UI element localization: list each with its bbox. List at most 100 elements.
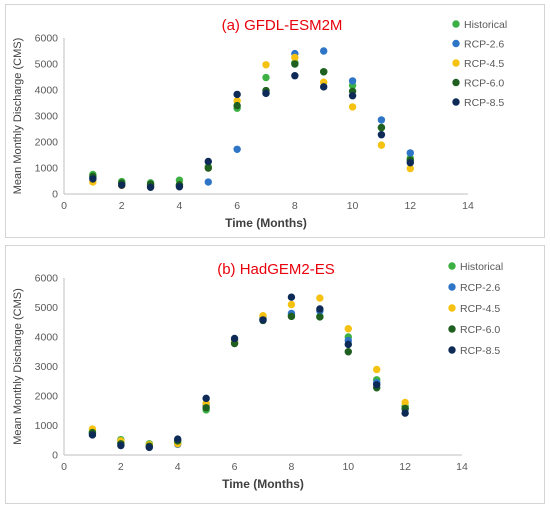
chart-a-point-rcp-8-5 <box>146 183 155 191</box>
chart-a-legend-marker-historical <box>452 20 460 28</box>
chart-b-x-tick-label: 4 <box>175 461 181 473</box>
chart-a-point-historical <box>262 73 270 82</box>
chart-a-point-rcp-6-0 <box>233 101 241 110</box>
chart-a-point-rcp-8-5 <box>320 83 328 91</box>
chart-a-point-rcp-2-6 <box>377 116 386 124</box>
chart-a-y-tick-label: 5000 <box>35 59 59 71</box>
chart-b-point-rcp-4-5 <box>316 294 324 302</box>
chart-b-point-rcp-4-5 <box>287 300 296 309</box>
chart-b-point-rcp-8-5 <box>344 340 352 349</box>
chart-a-y-tick-label: 4000 <box>35 85 59 97</box>
chart-a-point-rcp-6-0 <box>291 60 299 68</box>
chart-a-legend-marker-rcp-2-6 <box>452 39 460 48</box>
chart-a-point-rcp-8-5 <box>262 89 270 98</box>
chart-b-point-rcp-6-0 <box>287 312 296 321</box>
chart-a-y-tick-label: 6000 <box>35 33 59 45</box>
chart-a-point-rcp-2-6 <box>204 178 212 186</box>
chart-b-point-rcp-8-5 <box>88 431 97 439</box>
chart-a-point-rcp-8-5 <box>406 159 414 167</box>
chart-b-point-rcp-8-5 <box>401 409 409 417</box>
chart-a-point-rcp-2-6 <box>233 145 241 153</box>
chart-a-legend-label-rcp-2-6: RCP-2.6 <box>464 39 504 51</box>
chart-b-legend-marker-rcp-8-5 <box>448 346 456 354</box>
chart-panel-a: 0 1000 2000 3000 4000 5000 6000 0 2 4 6 8 10 12 14 Time… <box>5 4 545 238</box>
chart-b-point-rcp-6-0 <box>316 313 324 321</box>
chart-b-legend-label-historical: Historical <box>460 261 503 273</box>
chart-a-x-tick-label: 10 <box>347 200 359 212</box>
chart-b-legend-marker-rcp-6-0 <box>448 325 456 333</box>
chart-a-point-rcp-4-5 <box>291 53 299 62</box>
chart-a-y-tick-label: 0 <box>52 189 58 201</box>
chart-b-point-rcp-8-5 <box>174 435 182 443</box>
chart-a-legend-label-rcp-4-5: RCP-4.5 <box>464 58 504 70</box>
chart-b-x-tick-label: 2 <box>118 461 124 473</box>
chart-b-x-tick-label: 8 <box>289 461 295 473</box>
chart-b-point-rcp-8-5 <box>117 441 125 450</box>
chart-b-legend-label-rcp-4-5: RCP-4.5 <box>460 303 500 315</box>
chart-a-point-rcp-8-5 <box>377 131 386 139</box>
chart-a-point-rcp-4-5 <box>348 103 357 111</box>
chart-b-point-rcp-8-5 <box>230 334 239 343</box>
chart-b-y-tick-label: 2000 <box>35 391 59 403</box>
chart-a-x-tick-label: 14 <box>462 200 474 212</box>
chart-b-chart-title: (b) HadGEM2-ES <box>217 261 335 278</box>
chart-b-y-tick-label: 6000 <box>35 273 59 285</box>
chart-a-point-rcp-4-5 <box>262 61 270 69</box>
chart-b-legend-label-rcp-2-6: RCP-2.6 <box>460 282 500 294</box>
chart-b-x-tick-label: 10 <box>342 461 354 473</box>
chart-a-legend-label-rcp-8-5: RCP-8.5 <box>464 97 504 109</box>
chart-b-y-tick-label: 1000 <box>35 420 59 432</box>
chart-a-point-rcp-4-5 <box>377 141 386 149</box>
chart-b-y-tick-label: 0 <box>52 450 58 462</box>
chart-b-x-axis-title: Time (Months) <box>222 477 304 491</box>
chart-b-y-tick-label: 4000 <box>35 332 59 344</box>
chart-b-x-tick-label: 12 <box>399 461 411 473</box>
chart-a-x-axis-title: Time (Months) <box>225 216 307 230</box>
chart-b-point-rcp-8-5 <box>287 293 296 301</box>
chart-b-legend-marker-rcp-2-6 <box>448 283 456 291</box>
chart-b-point-rcp-4-5 <box>401 398 409 407</box>
chart-a-x-tick-label: 0 <box>61 200 67 212</box>
chart-a-x-tick-label: 4 <box>177 200 183 212</box>
chart-a-y-axis-title: Mean Monthly Discharge (CMS) <box>12 38 24 195</box>
chart-panel-b: 0 1000 2000 3000 4000 5000 6000 0 2 4 6 8 10 12 14 Time… <box>5 245 545 504</box>
chart-b-point-rcp-8-5 <box>202 394 210 403</box>
chart-b-point-rcp-4-5 <box>373 365 381 374</box>
chart-b-point-rcp-8-5 <box>145 443 153 452</box>
chart-b-legend-label-rcp-8-5: RCP-8.5 <box>460 345 500 357</box>
chart-a-point-rcp-6-0 <box>204 164 212 172</box>
chart-b-y-tick-label: 5000 <box>35 302 59 314</box>
chart-b-point-rcp-8-5 <box>373 381 381 389</box>
chart-b-point-rcp-8-5 <box>316 305 324 313</box>
chart-b-y-axis-title: Mean Monthly Discharge (CMS) <box>12 288 24 445</box>
chart-b-point-rcp-8-5 <box>259 316 267 324</box>
chart-a-point-rcp-8-5 <box>233 90 241 99</box>
chart-a-point-rcp-6-0 <box>320 68 328 76</box>
chart-a-point-rcp-8-5 <box>89 175 97 183</box>
chart-a-point-rcp-2-6 <box>348 77 357 85</box>
chart-a-point-rcp-8-5 <box>118 181 126 189</box>
chart-a-legend-label-historical: Historical <box>464 19 507 31</box>
chart-a-point-rcp-6-0 <box>377 123 386 132</box>
chart-a-point-rcp-8-5 <box>204 157 212 166</box>
chart-a-legend-marker-rcp-8-5 <box>452 98 460 106</box>
chart-a-x-tick-label: 6 <box>234 200 240 212</box>
chart-a-x-tick-label: 12 <box>404 200 416 212</box>
chart-a-point-rcp-8-5 <box>348 92 357 100</box>
chart-b-point-rcp-6-0 <box>202 404 210 412</box>
chart-b-point-rcp-6-0 <box>344 348 352 356</box>
chart-a-legend-marker-rcp-4-5 <box>452 59 460 67</box>
chart-b-x-tick-label: 6 <box>232 461 238 473</box>
chart-a-point-rcp-8-5 <box>175 183 184 191</box>
chart-b-y-tick-label: 3000 <box>35 361 59 373</box>
chart-b-point-rcp-4-5 <box>344 325 352 333</box>
chart-b-x-tick-label: 0 <box>61 461 67 473</box>
chart-b-legend-label-rcp-6-0: RCP-6.0 <box>460 324 500 336</box>
chart-a-svg: 0 1000 2000 3000 4000 5000 6000 0 2 4 6 8 10 12 14 Time… <box>12 17 507 230</box>
chart-a-y-tick-label: 2000 <box>35 137 59 149</box>
chart-b-legend-marker-rcp-4-5 <box>448 304 456 312</box>
chart-b-svg: 0 1000 2000 3000 4000 5000 6000 0 2 4 6 8 10 12 14 Time… <box>12 261 503 491</box>
chart-a-point-rcp-4-5 <box>406 164 414 173</box>
chart-a-legend-marker-rcp-6-0 <box>452 78 460 87</box>
chart-a-y-tick-label: 3000 <box>35 111 59 123</box>
